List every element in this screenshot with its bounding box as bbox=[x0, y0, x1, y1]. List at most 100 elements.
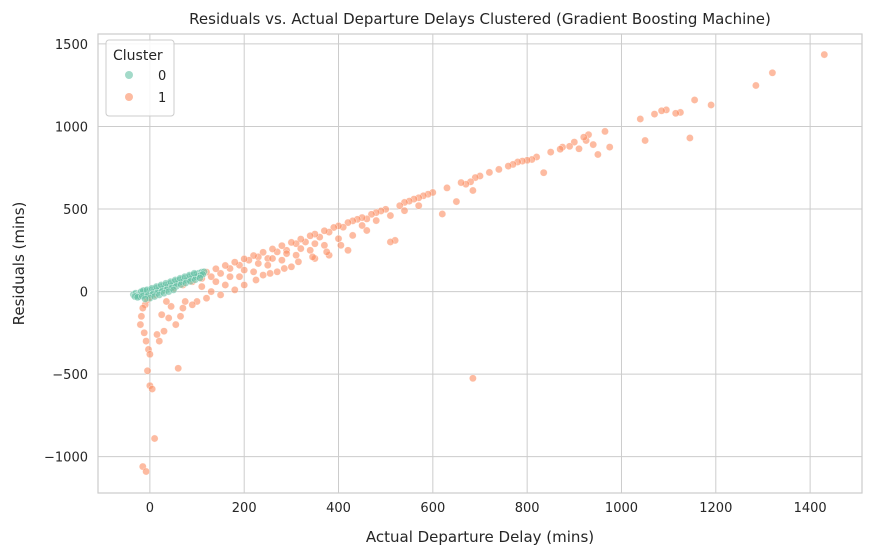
data-point-cluster-1 bbox=[539, 168, 548, 177]
data-point-cluster-1 bbox=[686, 134, 694, 142]
data-point-cluster-1 bbox=[207, 272, 216, 281]
data-point-cluster-1 bbox=[280, 264, 289, 273]
data-points bbox=[129, 50, 829, 476]
data-point-cluster-1 bbox=[605, 143, 614, 151]
data-point-cluster-1 bbox=[690, 96, 699, 104]
chart-title: Residuals vs. Actual Departure Delays Cl… bbox=[189, 10, 771, 28]
data-point-cluster-1 bbox=[142, 467, 150, 476]
data-point-cluster-1 bbox=[362, 226, 371, 235]
data-point-cluster-1 bbox=[212, 264, 220, 273]
data-point-cluster-1 bbox=[268, 245, 277, 253]
legend-label-cluster-1: 1 bbox=[158, 91, 166, 106]
data-point-cluster-1 bbox=[457, 178, 465, 187]
data-point-cluster-1 bbox=[322, 248, 331, 256]
data-point-cluster-1 bbox=[252, 276, 260, 284]
data-point-cluster-1 bbox=[181, 297, 190, 306]
y-tick-label: 1000 bbox=[55, 120, 88, 135]
grid-lines bbox=[98, 34, 862, 493]
data-point-cluster-1 bbox=[138, 304, 147, 312]
data-point-cluster-1 bbox=[266, 269, 274, 278]
data-point-cluster-1 bbox=[146, 350, 154, 359]
data-point-cluster-1 bbox=[469, 374, 477, 383]
data-point-cluster-1 bbox=[142, 337, 150, 345]
data-point-cluster-1 bbox=[495, 165, 503, 174]
data-point-cluster-1 bbox=[259, 248, 267, 257]
plot-frame bbox=[97, 33, 863, 494]
data-point-cluster-1 bbox=[329, 223, 338, 232]
x-tick-label: 0 bbox=[146, 501, 154, 516]
y-tick-label: −500 bbox=[52, 368, 88, 383]
data-point-cluster-1 bbox=[287, 262, 296, 271]
data-point-cluster-1 bbox=[249, 251, 258, 260]
data-point-cluster-1 bbox=[176, 312, 185, 321]
data-point-cluster-1 bbox=[216, 269, 225, 278]
data-point-cluster-1 bbox=[311, 239, 319, 248]
data-point-cluster-1 bbox=[148, 385, 157, 393]
data-point-cluster-1 bbox=[155, 337, 164, 345]
data-point-cluster-1 bbox=[358, 221, 366, 230]
data-point-cluster-1 bbox=[153, 330, 161, 339]
data-point-cluster-1 bbox=[386, 238, 395, 246]
y-tick-label: 1500 bbox=[55, 38, 88, 53]
legend-label-cluster-0: 0 bbox=[158, 69, 166, 84]
data-point-cluster-1 bbox=[278, 256, 286, 265]
data-point-cluster-1 bbox=[268, 254, 277, 263]
data-point-cluster-1 bbox=[636, 115, 645, 123]
x-tick-label: 800 bbox=[515, 501, 540, 516]
data-point-cluster-1 bbox=[212, 277, 220, 286]
data-point-cluster-1 bbox=[306, 231, 315, 240]
x-tick-label: 1000 bbox=[605, 501, 638, 516]
data-point-cluster-1 bbox=[707, 101, 715, 109]
data-point-cluster-1 bbox=[752, 81, 760, 90]
data-point-cluster-1 bbox=[306, 246, 315, 255]
data-point-cluster-1 bbox=[386, 211, 395, 220]
x-tick-label: 600 bbox=[420, 501, 445, 516]
data-point-cluster-1 bbox=[337, 241, 345, 250]
data-point-cluster-1 bbox=[641, 136, 649, 145]
data-point-cluster-1 bbox=[594, 150, 602, 159]
data-point-cluster-1 bbox=[296, 244, 305, 253]
data-point-cluster-0 bbox=[141, 295, 150, 303]
data-point-cluster-1 bbox=[254, 259, 263, 268]
data-point-cluster-1 bbox=[282, 249, 291, 258]
data-point-cluster-1 bbox=[143, 366, 152, 375]
legend-items: 01 bbox=[125, 69, 166, 106]
x-tick-label: 400 bbox=[326, 501, 351, 516]
legend-marker-cluster-1 bbox=[125, 93, 133, 101]
data-point-cluster-1 bbox=[235, 272, 244, 281]
data-point-cluster-1 bbox=[344, 218, 352, 227]
tick-labels: 0 200 400 600 800 1000 1200 1400−1000−500050010… bbox=[44, 38, 827, 516]
data-point-cluster-1 bbox=[400, 206, 409, 215]
data-point-cluster-1 bbox=[171, 320, 180, 329]
y-axis-title: Residuals (mins) bbox=[10, 202, 28, 326]
data-point-cluster-1 bbox=[650, 110, 659, 118]
legend-marker-cluster-0 bbox=[125, 71, 133, 79]
y-tick-label: −1000 bbox=[44, 451, 88, 466]
data-point-cluster-1 bbox=[334, 234, 343, 243]
data-point-cluster-1 bbox=[249, 267, 258, 276]
data-point-cluster-1 bbox=[820, 50, 829, 59]
data-point-cluster-1 bbox=[162, 297, 171, 306]
data-point-cluster-1 bbox=[589, 140, 598, 149]
data-point-cluster-1 bbox=[565, 142, 574, 151]
data-point-cluster-1 bbox=[240, 281, 249, 289]
data-point-cluster-1 bbox=[240, 266, 249, 274]
data-point-cluster-1 bbox=[157, 310, 166, 319]
data-point-cluster-1 bbox=[579, 133, 588, 142]
data-point-cluster-1 bbox=[259, 271, 267, 279]
data-point-cluster-1 bbox=[207, 287, 216, 296]
data-point-cluster-1 bbox=[556, 145, 565, 154]
data-point-cluster-1 bbox=[452, 197, 461, 206]
data-point-cluster-1 bbox=[216, 291, 225, 299]
data-point-cluster-1 bbox=[167, 302, 175, 311]
data-point-cluster-1 bbox=[671, 109, 680, 118]
data-point-cluster-1 bbox=[372, 216, 381, 225]
y-tick-label: 0 bbox=[80, 286, 88, 301]
data-point-cluster-1 bbox=[485, 168, 494, 177]
x-axis-title: Actual Departure Delay (mins) bbox=[366, 528, 594, 546]
data-point-cluster-1 bbox=[137, 312, 146, 321]
data-point-cluster-1 bbox=[768, 68, 777, 77]
data-point-cluster-0 bbox=[196, 274, 204, 282]
data-point-cluster-1 bbox=[263, 261, 272, 270]
